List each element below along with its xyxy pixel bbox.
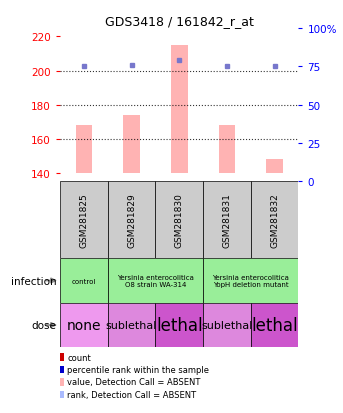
Bar [203, 304, 251, 347]
Text: percentile rank within the sample: percentile rank within the sample [67, 365, 209, 374]
Text: dose: dose [32, 320, 57, 330]
Bar [155, 182, 203, 258]
Bar [218, 126, 235, 173]
Title: GDS3418 / 161842_r_at: GDS3418 / 161842_r_at [105, 15, 254, 28]
Bar [60, 182, 108, 258]
Bar [108, 304, 155, 347]
Bar [60, 258, 108, 304]
Text: count: count [67, 353, 91, 362]
Text: infection: infection [11, 276, 57, 286]
Text: GSM281830: GSM281830 [175, 192, 184, 247]
Text: value, Detection Call = ABSENT: value, Detection Call = ABSENT [67, 377, 201, 387]
Text: none: none [67, 318, 101, 332]
Bar [251, 304, 298, 347]
Bar [75, 126, 92, 173]
Text: control: control [72, 278, 96, 284]
Text: GSM281831: GSM281831 [222, 192, 232, 247]
Bar [203, 182, 251, 258]
Text: lethal: lethal [251, 316, 298, 334]
Bar [108, 258, 203, 304]
Bar [155, 304, 203, 347]
Text: sublethal: sublethal [106, 320, 157, 330]
Text: GSM281829: GSM281829 [127, 192, 136, 247]
Text: GSM281832: GSM281832 [270, 192, 279, 247]
Text: Yersinia enterocolitica
O8 strain WA-314: Yersinia enterocolitica O8 strain WA-314 [117, 274, 194, 287]
Text: lethal: lethal [156, 316, 202, 334]
Bar [251, 182, 298, 258]
Text: GSM281825: GSM281825 [79, 192, 88, 247]
Bar [266, 160, 283, 173]
Bar [171, 46, 188, 173]
Text: sublethal: sublethal [201, 320, 252, 330]
Bar [108, 182, 155, 258]
Bar [203, 258, 298, 304]
Text: Yersinia enterocolitica
YopH deletion mutant: Yersinia enterocolitica YopH deletion mu… [212, 274, 289, 287]
Bar [123, 116, 140, 173]
Bar [60, 304, 108, 347]
Text: rank, Detection Call = ABSENT: rank, Detection Call = ABSENT [67, 390, 196, 399]
